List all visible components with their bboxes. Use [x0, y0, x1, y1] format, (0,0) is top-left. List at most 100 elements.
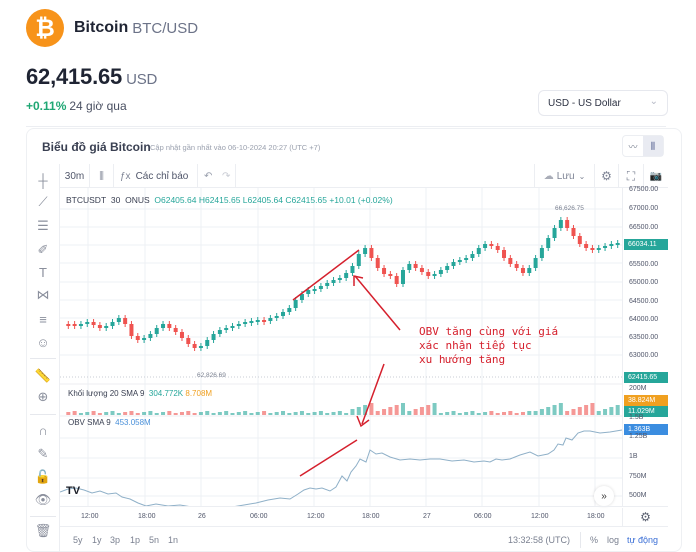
obv-line: [60, 429, 622, 506]
change-percent: +0.11%: [26, 99, 67, 113]
undo-icon[interactable]: ↶: [204, 170, 213, 182]
eye-icon[interactable]: 👁: [34, 492, 52, 507]
price-axis[interactable]: 67500.00 67000.00 66500.00 66034.11 6550…: [622, 186, 668, 506]
price-axis-label: 63000.00: [629, 352, 659, 359]
time-label: 18:00: [138, 513, 156, 520]
save-button[interactable]: ☁ Lưu ⌄: [534, 164, 594, 188]
interval-button[interactable]: 30m: [60, 164, 90, 188]
obv-legend: OBV SMA 9 453.058M: [68, 418, 151, 427]
range-5n[interactable]: 5n: [149, 535, 160, 545]
price-axis-label: 67500.00: [629, 186, 659, 193]
fib-retracement-icon[interactable]: ☰: [37, 218, 49, 233]
indicators-label: Các chỉ báo: [135, 170, 189, 182]
emoji-icon[interactable]: ☺: [36, 334, 50, 350]
pattern-icon[interactable]: ⋈: [36, 287, 50, 302]
annotation-text: OBV tăng cùng với giá xác nhận tiếp tục …: [419, 325, 559, 366]
low-value: L62405.64: [242, 195, 283, 205]
chart-type-toggle: 〰 ⫼: [622, 135, 664, 157]
currency-select-value: USD - US Dollar: [548, 97, 621, 109]
exchange: ONUS: [125, 195, 150, 205]
ruler-icon[interactable]: 📏: [34, 368, 52, 383]
log-toggle[interactable]: log: [607, 535, 620, 545]
crosshair-icon[interactable]: ┼: [38, 172, 48, 188]
bitcoin-logo-icon: ₿: [26, 9, 64, 47]
brush-icon[interactable]: ✐: [37, 242, 49, 257]
high-value: H62415.65: [198, 195, 241, 205]
price-axis-label: 63500.00: [629, 334, 659, 341]
price-axis-label: 64500.00: [629, 298, 659, 305]
time-label: 18:00: [587, 513, 605, 520]
trash-icon[interactable]: 🗑: [34, 523, 52, 538]
axis-settings-icon[interactable]: ⚙: [622, 508, 668, 526]
time-label: 12:00: [81, 513, 99, 520]
line-chart-icon[interactable]: 〰: [628, 141, 638, 152]
forecast-icon[interactable]: ≡: [39, 311, 47, 327]
time-axis[interactable]: 12:00 18:00 26 06:00 12:00 18:00 27 06:0…: [60, 506, 668, 526]
close-value: C62415.65: [285, 195, 327, 205]
volume-sma-value: 8.708M: [185, 389, 213, 398]
range-1n[interactable]: 1n: [168, 535, 179, 545]
divider: [30, 414, 56, 415]
chevron-down-icon: ⌄: [649, 96, 658, 107]
divider: [30, 358, 56, 359]
settings-icon[interactable]: ⚙: [594, 164, 618, 188]
range-3p[interactable]: 3p: [110, 535, 121, 545]
coin-pair: BTC/USD: [132, 19, 199, 37]
utc-clock[interactable]: 13:32:58 (UTC): [508, 535, 571, 545]
tradingview-logo[interactable]: TV: [66, 485, 81, 497]
price-axis-label: 64000.00: [629, 316, 659, 323]
zoom-in-icon[interactable]: ⊕: [37, 389, 49, 404]
divider: [30, 516, 56, 517]
chart-toolbar: 30m ⫼ ƒx Các chỉ báo ↶ ↷ ☁ Lưu ⌄ ⚙ ⛶ 📷: [60, 164, 668, 188]
currency-select[interactable]: USD - US Dollar ⌄: [538, 90, 668, 116]
range-bar: 5y 1y 3p 1p 5n 1n 13:32:58 (UTC) % log t…: [60, 526, 668, 552]
save-label: Lưu: [556, 170, 575, 182]
open-value: O62405.64: [154, 195, 197, 205]
price-chart-card: Biểu đồ giá Bitcoin Cập nhật gần nhất và…: [26, 128, 682, 552]
volume-sma-tag: 38.824M: [624, 395, 668, 406]
obv-tag: 1.363B: [624, 424, 668, 435]
time-label: 27: [423, 513, 431, 520]
text-icon[interactable]: T: [39, 264, 47, 280]
volume-label: Khối lượng 20 SMA 9: [68, 389, 145, 398]
unlock-icon[interactable]: 🔓: [34, 469, 52, 484]
redo-icon[interactable]: ↷: [216, 164, 236, 188]
obv-axis-label: 1.25B: [629, 433, 648, 440]
volume-legend: Khối lượng 20 SMA 9 304.772K 8.708M: [68, 389, 212, 398]
obv-value: 453.058M: [115, 418, 151, 427]
current-price: 62,415.65 USD: [26, 64, 157, 90]
candle-style-icon[interactable]: ⫼: [90, 164, 114, 188]
scroll-to-latest-button[interactable]: »: [594, 486, 614, 506]
indicators-button[interactable]: ƒx Các chỉ báo: [114, 164, 198, 188]
lock-drawing-icon[interactable]: ✎: [37, 446, 49, 461]
time-label: 06:00: [474, 513, 492, 520]
price-axis-label: 67000.00: [629, 205, 659, 212]
range-5y[interactable]: 5y: [73, 535, 83, 545]
time-label: 12:00: [531, 513, 549, 520]
price-axis-label: 65500.00: [629, 261, 659, 268]
range-1p[interactable]: 1p: [130, 535, 141, 545]
chart-plot-area[interactable]: 66,626.75 62,826.69: [60, 188, 622, 506]
price-axis-label: 65000.00: [629, 279, 659, 286]
divider: [580, 532, 581, 548]
trend-line-icon[interactable]: ⟋: [38, 194, 48, 209]
camera-icon[interactable]: 📷: [643, 164, 668, 188]
percent-toggle[interactable]: %: [590, 535, 599, 545]
magnet-icon[interactable]: ∩: [38, 422, 48, 438]
price-tag-last: 62415.65: [624, 372, 668, 383]
time-label: 18:00: [362, 513, 380, 520]
candlestick-icon[interactable]: ⫼: [643, 136, 663, 156]
auto-scale-toggle[interactable]: tự động: [627, 535, 659, 545]
high-marker: 66,626.75: [555, 205, 584, 212]
chevron-down-icon: ⌄: [578, 171, 586, 181]
fullscreen-icon[interactable]: ⛶: [618, 164, 643, 188]
obv-axis-label: 500M: [629, 492, 647, 499]
symbol: BTCUSDT: [66, 195, 107, 205]
coin-name: Bitcoin: [74, 19, 129, 36]
range-1y[interactable]: 1y: [92, 535, 102, 545]
annotation-arrows: [292, 249, 401, 477]
chart-title: Biểu đồ giá Bitcoin: [42, 140, 151, 154]
price-value: 62,415.65: [26, 64, 123, 89]
price-currency: USD: [126, 71, 158, 88]
low-marker: 62,826.69: [197, 372, 226, 379]
